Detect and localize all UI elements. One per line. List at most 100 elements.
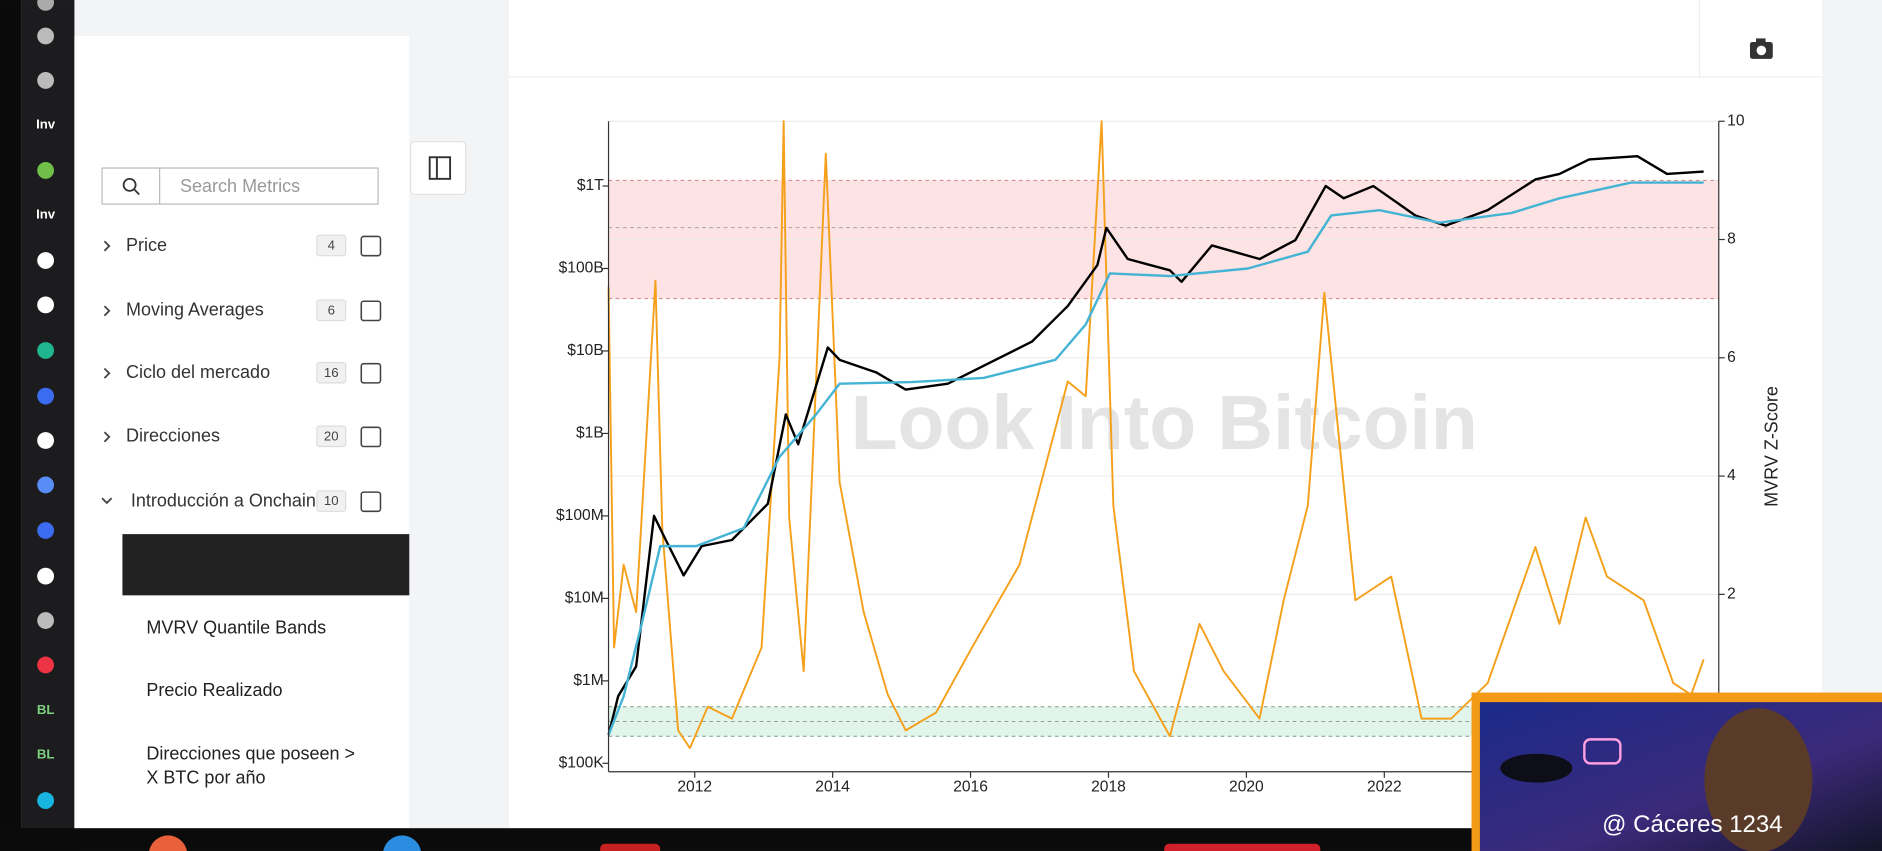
dock-icon[interactable]	[37, 612, 55, 629]
dock-label: Inv	[36, 206, 56, 221]
dock-icon[interactable]	[37, 342, 55, 359]
screen-edge	[0, 0, 22, 851]
search-input[interactable]	[159, 167, 379, 205]
dock-icon[interactable]	[37, 476, 55, 494]
y2-tick-label: 8	[1727, 231, 1736, 248]
menu: Price 4 Moving Averages 6 Ciclo del mercado 1…	[101, 234, 410, 788]
dock	[21, 0, 75, 851]
search-placeholder: Search Metrics	[180, 176, 300, 196]
y-tick-label: $100K	[559, 754, 605, 771]
dock-icon[interactable]	[37, 387, 55, 405]
dock-icon[interactable]	[37, 432, 55, 449]
y-tick-label: $1T	[577, 177, 604, 194]
series-line	[607, 120, 1705, 750]
dock-icon[interactable]	[37, 567, 55, 585]
count-badge	[316, 361, 347, 384]
y-tick-label: $100B	[559, 260, 604, 277]
search-button[interactable]	[101, 167, 161, 205]
dock-icon[interactable]	[37, 296, 55, 314]
x-tick-label: 2012	[677, 779, 712, 796]
taskbar-icon	[1164, 843, 1321, 851]
sub-item[interactable]: Direcciones que poseen >	[146, 744, 355, 764]
menu-item[interactable]: Direcciones	[126, 426, 220, 446]
person	[1704, 708, 1813, 851]
x-tick-label: 2016	[953, 779, 988, 796]
menu-item[interactable]: Introducción a Onchain	[131, 490, 316, 510]
chevron	[103, 240, 111, 252]
dock-icon[interactable]	[37, 27, 55, 45]
chevron	[103, 431, 111, 443]
menu-icon	[360, 426, 382, 448]
taskbar	[0, 828, 1882, 851]
search-icon	[122, 177, 137, 192]
sub-item[interactable]: MVRV Quantile Bands	[146, 618, 326, 638]
menu-count: 6	[328, 302, 335, 317]
sub-item[interactable]: Precio Realizado	[146, 680, 282, 700]
count-badge	[316, 299, 347, 322]
menu-count: 20	[324, 428, 339, 443]
dock-icons: Inv Inv BL BL	[36, 0, 56, 809]
chevron	[103, 305, 111, 317]
y-tick-label: $10B	[567, 342, 603, 359]
lamp	[1500, 753, 1573, 783]
neon-sign	[1583, 738, 1622, 765]
taskbar-icon	[383, 835, 421, 851]
dock-icon[interactable]	[37, 0, 55, 11]
y-tick-label: $10M	[565, 590, 604, 607]
menu-count: 4	[328, 238, 335, 253]
menu-count: 10	[324, 493, 339, 508]
dock-label: BL	[37, 702, 55, 717]
webcam-caption: @ Cáceres 1234	[1602, 811, 1782, 838]
menu-item[interactable]: Price	[126, 235, 167, 255]
y-tick-label: $1M	[573, 672, 603, 689]
dock-icon[interactable]	[37, 656, 55, 674]
toggle-icon	[428, 156, 452, 180]
count-badge	[316, 490, 347, 512]
taskbar-icon	[600, 843, 661, 851]
search-icon-handle	[133, 189, 140, 196]
taskbar-icon	[149, 835, 187, 851]
y2-axis-label: MVRV Z-Score	[1762, 386, 1782, 507]
series-line	[607, 154, 1704, 736]
sidebar-toggle[interactable]	[409, 141, 467, 196]
sidebar	[74, 36, 410, 829]
y2-tick-label: 4	[1727, 467, 1736, 484]
camera-lens	[1756, 45, 1767, 56]
dock-icon[interactable]	[37, 162, 55, 179]
menu-icon	[360, 491, 382, 513]
watermark: Look Into Bitcoin	[851, 380, 1478, 466]
x-tick-label: 2020	[1229, 779, 1264, 796]
y2-tick-label: 2	[1727, 585, 1736, 602]
menu-icon	[360, 235, 382, 257]
dock-icon[interactable]	[37, 252, 55, 269]
x-tick-label: 2022	[1367, 779, 1402, 796]
chevron	[103, 367, 111, 379]
y-tick-label: $100M	[556, 507, 604, 524]
menu-icon	[360, 362, 382, 384]
x-tick-label: 2018	[1091, 779, 1126, 796]
chart-card	[508, 0, 1822, 829]
sub-item[interactable]: X BTC por año	[146, 768, 265, 788]
sub-item[interactable]: Puntuación Z de MVRV	[146, 554, 334, 574]
menu-item[interactable]: Ciclo del mercado	[126, 362, 270, 382]
y-tick-label: $1B	[576, 425, 604, 442]
count-badge	[316, 425, 347, 448]
y2-tick-label: 6	[1727, 349, 1736, 366]
dock-icon[interactable]	[37, 792, 55, 809]
dock-icon[interactable]	[37, 522, 55, 539]
dock-label: Inv	[36, 116, 56, 131]
active-item	[122, 534, 410, 596]
chevron	[101, 497, 113, 505]
dock-icon[interactable]	[37, 72, 55, 89]
menu-item[interactable]: Moving Averages	[126, 300, 264, 320]
menu-count: 16	[324, 365, 339, 380]
camera-icon-top	[1755, 38, 1766, 44]
x-tick-label: 2014	[815, 779, 850, 796]
chart: Look Into Bitcoin 2 4 6 8 10 $100K $1M $10M $100M…	[556, 112, 1781, 795]
count-badge	[316, 234, 347, 257]
dock-label: BL	[37, 746, 55, 761]
y2-tick-label: 10	[1727, 112, 1745, 129]
menu-icon	[360, 300, 382, 322]
